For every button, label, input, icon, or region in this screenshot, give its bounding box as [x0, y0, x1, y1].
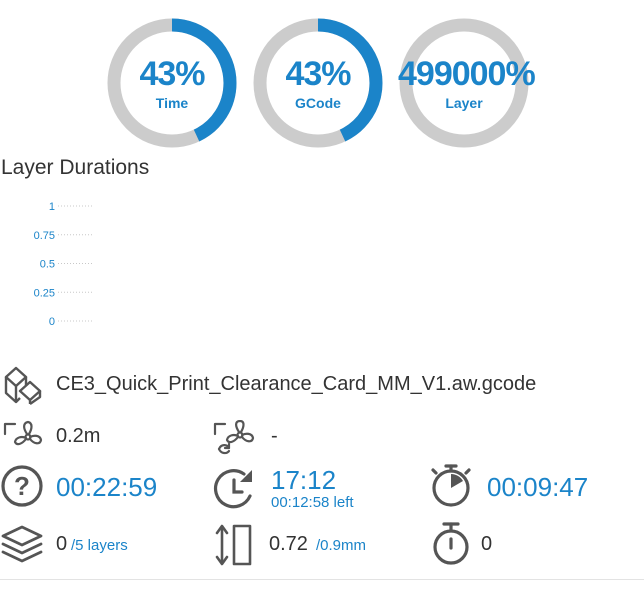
estimated-total-time: 00:22:59	[56, 472, 158, 502]
stopwatch-icon	[431, 464, 471, 507]
question-circle-icon: ?	[1, 465, 43, 507]
filament-remaining-value: -	[271, 425, 278, 447]
gauge-ring-layer	[399, 18, 529, 148]
current-layer-value: 0	[56, 533, 68, 555]
filament-used-value: 0.2m	[56, 425, 101, 447]
gauge-value-gcode: 43%	[285, 55, 351, 93]
svg-text:?: ?	[14, 471, 30, 501]
eta-clock-time: 17:12	[271, 465, 337, 495]
time-left-label: 00:12:58 left	[271, 494, 354, 511]
current-height-value: 0.72	[269, 533, 308, 555]
gauge-ring-time	[107, 18, 237, 148]
layers-icon	[1, 525, 43, 563]
gauge-value-layer: 499000%	[398, 55, 536, 93]
cube-icon	[4, 366, 42, 405]
y-tick-label: 0.25	[34, 287, 55, 299]
filament-remaining-icon	[213, 420, 255, 455]
filament-fan-icon	[3, 420, 43, 446]
y-tick-label: 0.75	[34, 230, 55, 242]
total-height-label: /0.9mm	[316, 537, 367, 554]
total-layers-label: /5 layers	[71, 537, 128, 554]
progress-gauge-gcode: 43% GCode	[252, 17, 384, 149]
gauge-label-gcode: GCode	[295, 95, 341, 111]
progress-gauge-time: 43% Time	[106, 17, 238, 149]
gauge-label-time: Time	[155, 95, 189, 111]
layer-durations-title: Layer Durations	[1, 156, 150, 179]
layer-time-value: 0	[481, 533, 493, 555]
divider	[0, 579, 644, 580]
gauge-ring-gcode	[253, 18, 383, 148]
elapsed-time: 00:09:47	[487, 472, 589, 502]
height-icon	[215, 524, 252, 566]
y-tick-label: 1	[49, 201, 55, 213]
layer-timer-icon	[433, 522, 469, 565]
y-tick-label: 0	[49, 316, 55, 328]
layer-durations-chart: 1 0.75 0.5 0.25 0	[34, 201, 92, 328]
gauge-label-layer: Layer	[445, 95, 483, 111]
file-name: CE3_Quick_Print_Clearance_Card_MM_V1.aw.…	[56, 373, 537, 395]
y-tick-label: 0.5	[40, 259, 55, 271]
gauge-value-time: 43%	[139, 55, 205, 93]
progress-gauge-layer: 499000% Layer	[398, 17, 536, 149]
clock-history-icon	[214, 469, 252, 509]
